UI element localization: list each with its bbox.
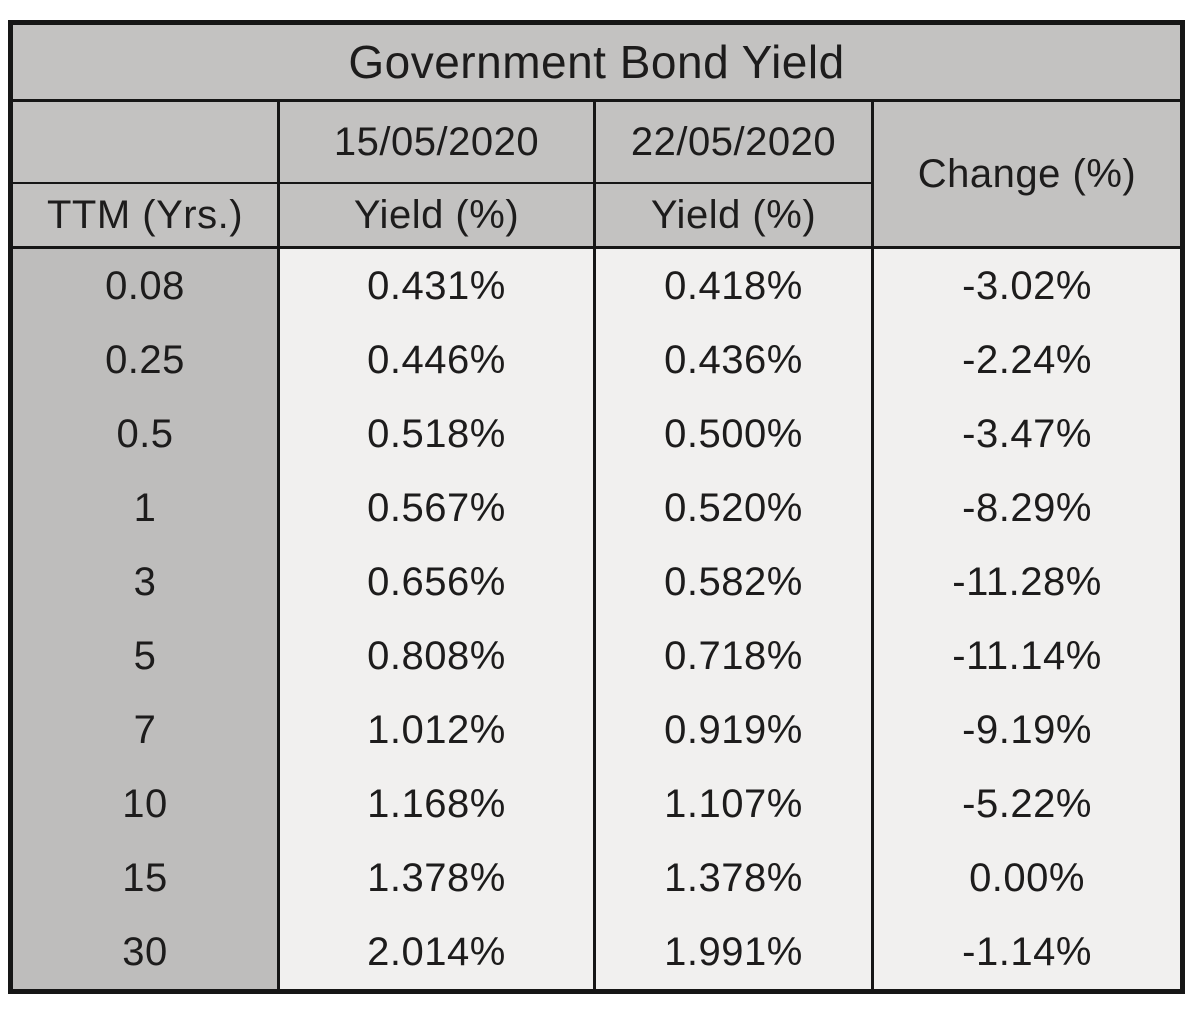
yield2-cell: 0.919%: [593, 693, 873, 767]
yield1-cell: 0.518%: [277, 397, 595, 471]
ttm-cell: 0.5: [10, 397, 279, 471]
yield2-cell: 0.520%: [593, 471, 873, 545]
yield2-cell: 0.418%: [593, 247, 873, 323]
ttm-cell: 15: [10, 841, 279, 915]
yield2-cell: 0.436%: [593, 323, 873, 397]
table-row: 0.25 0.446% 0.436% -2.24%: [10, 323, 1183, 397]
yield1-cell: 0.431%: [277, 247, 595, 323]
change-cell: 0.00%: [870, 841, 1183, 915]
change-cell: -9.19%: [870, 693, 1183, 767]
ttm-cell: 0.25: [10, 323, 279, 397]
ttm-cell: 10: [10, 767, 279, 841]
yield2-cell: 0.718%: [593, 619, 873, 693]
yield2-cell: 1.991%: [593, 915, 873, 992]
change-cell: -3.47%: [870, 397, 1183, 471]
column-header-row: TTM (Yrs.) Yield (%) Yield (%): [10, 183, 1183, 249]
change-cell: -11.28%: [870, 545, 1183, 619]
date-header-row: 15/05/2020 22/05/2020 Change (%): [10, 100, 1183, 249]
yield2-cell: 1.107%: [593, 767, 873, 841]
ttm-cell: 30: [10, 915, 279, 992]
table-row: 0.5 0.518% 0.500% -3.47%: [10, 397, 1183, 471]
ttm-cell: 3: [10, 545, 279, 619]
table-title: Government Bond Yield: [10, 22, 1183, 102]
change-cell: -5.22%: [870, 767, 1183, 841]
government-bond-yield-table: Government Bond Yield 15/05/2020 22/05/2…: [8, 20, 1186, 994]
date-header-1: 15/05/2020: [277, 100, 595, 184]
yield1-cell: 0.656%: [277, 545, 595, 619]
date-header-2: 22/05/2020: [593, 100, 873, 184]
table-row: 1 0.567% 0.520% -8.29%: [10, 471, 1183, 545]
empty-header-cell: [10, 100, 279, 184]
ttm-cell: 1: [10, 471, 279, 545]
change-header: Change (%): [870, 100, 1183, 249]
yield2-cell: 1.378%: [593, 841, 873, 915]
change-cell: -2.24%: [870, 323, 1183, 397]
change-cell: -1.14%: [870, 915, 1183, 992]
table-title-row: Government Bond Yield: [10, 22, 1183, 102]
table-row: 3 0.656% 0.582% -11.28%: [10, 545, 1183, 619]
yield-header-1: Yield (%): [277, 183, 595, 249]
ttm-cell: 5: [10, 619, 279, 693]
table-row: 15 1.378% 1.378% 0.00%: [10, 841, 1183, 915]
table-row: 7 1.012% 0.919% -9.19%: [10, 693, 1183, 767]
yield2-cell: 0.500%: [593, 397, 873, 471]
yield1-cell: 1.378%: [277, 841, 595, 915]
ttm-cell: 0.08: [10, 247, 279, 323]
yield-header-2: Yield (%): [593, 183, 873, 249]
table-row: 10 1.168% 1.107% -5.22%: [10, 767, 1183, 841]
change-cell: -3.02%: [870, 247, 1183, 323]
yield2-cell: 0.582%: [593, 545, 873, 619]
change-cell: -8.29%: [870, 471, 1183, 545]
table-row: 5 0.808% 0.718% -11.14%: [10, 619, 1183, 693]
yield1-cell: 1.012%: [277, 693, 595, 767]
yield1-cell: 0.567%: [277, 471, 595, 545]
table-row: 30 2.014% 1.991% -1.14%: [10, 915, 1183, 992]
yield1-cell: 2.014%: [277, 915, 595, 992]
change-cell: -11.14%: [870, 619, 1183, 693]
ttm-header: TTM (Yrs.): [10, 183, 279, 249]
yield1-cell: 0.808%: [277, 619, 595, 693]
yield1-cell: 0.446%: [277, 323, 595, 397]
ttm-cell: 7: [10, 693, 279, 767]
table-row: 0.08 0.431% 0.418% -3.02%: [10, 247, 1183, 323]
yield1-cell: 1.168%: [277, 767, 595, 841]
